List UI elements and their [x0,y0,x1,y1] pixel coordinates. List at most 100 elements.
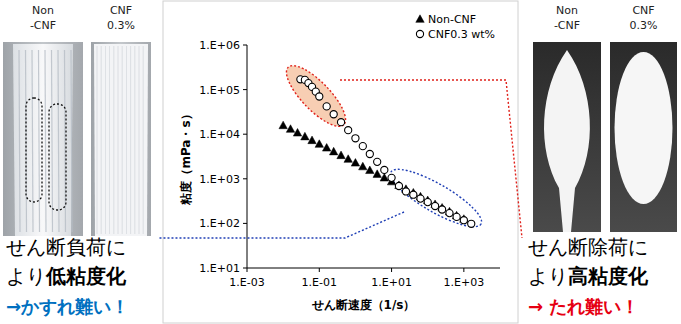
data-point [366,166,374,174]
connector-low [158,212,404,238]
caption-line: せん断負荷に [6,235,126,259]
chart-panel [163,1,518,323]
highlight [26,98,42,202]
caption-emphasis: 低粘度化 [45,264,127,288]
data-point [286,125,294,133]
y-tick-label: 1.E+06 [199,39,240,52]
y-tick-label: 1.E+03 [199,173,240,186]
x-tick [391,268,392,272]
streak [32,50,33,232]
x-tick-label: 1.E-03 [229,276,264,289]
data-point [351,159,359,167]
data-point [373,170,381,178]
streak [122,46,123,234]
series [279,121,468,222]
streak [101,46,102,234]
y-tick-label: 1.E+05 [199,84,240,97]
data-point [453,213,460,220]
data-point [380,173,388,181]
data-point [315,140,323,148]
data-point [344,155,352,163]
data-point [417,195,424,202]
streak [113,46,114,234]
streak [126,46,127,234]
data-point [431,202,438,209]
streak [130,46,131,234]
data-point [388,174,395,181]
data-point [438,206,445,213]
x-tick [247,268,248,272]
caption-conclusion: →かすれ難い！ [6,296,129,317]
paint-drop [615,52,673,204]
y-tick-label: 1.E+02 [199,217,240,230]
streak [118,46,119,234]
x-axis-label: せん断速度（1/s） [311,298,416,312]
photo [91,42,151,236]
y-tick [243,134,247,135]
data-point [322,144,330,152]
photo-label: 0.3% [630,19,658,32]
data-point [460,217,467,224]
streak [58,50,59,232]
streak [45,50,46,232]
data-point [395,182,402,189]
data-point [381,166,388,173]
streak [134,46,135,234]
streak [105,46,106,234]
data-point [402,188,409,195]
data-point [424,199,431,206]
y-tick [243,223,247,224]
y-tick [243,89,247,90]
photo [610,42,677,232]
data-point [352,135,359,142]
data-point [345,127,352,134]
photo-label: -CNF [554,19,580,32]
streak [26,50,27,232]
data-point [308,136,316,144]
photo-label: CNF [110,4,132,17]
film [13,44,73,236]
data-point [446,210,453,217]
photo-label: Non [556,4,578,17]
plot-area [279,76,475,228]
y-tick-label: 1.E+01 [199,262,240,275]
caption-line: より高粘度化 [528,264,649,288]
x-tick-label: 1.E-01 [302,276,337,289]
legend: Non-CNFCNF0.3 wt% [416,13,495,41]
data-point [468,220,475,227]
streak [143,46,144,234]
data-point [337,119,344,126]
caption-line: より低粘度化 [6,264,127,288]
data-point [374,158,381,165]
highlight-low [384,160,488,236]
photo [533,42,601,232]
caption-text: より [6,264,46,288]
data-point [359,162,367,170]
x-tick [463,268,464,272]
annotations [158,58,522,238]
x-tick [319,268,320,272]
photo [3,42,83,236]
highlight-high [278,58,354,135]
streak [97,46,98,234]
figure: Non-CNFCNF0.3%Non-CNFCNF0.3%1.E-031.E-01… [0,0,681,324]
legend-label: Non-CNF [428,13,476,26]
photo-label: Non [32,4,54,17]
data-point [279,121,287,129]
caption-emphasis: 高粘度化 [568,264,649,288]
data-point [359,143,366,150]
y-tick [243,178,247,179]
y-axis [247,45,248,268]
streak [39,50,40,232]
legend-marker [416,15,424,23]
x-tick-label: 1.E+01 [371,276,412,289]
data-point [301,132,309,140]
caption-text: より [528,264,568,288]
connector-high [340,80,522,238]
streak [52,50,53,232]
streak [19,50,20,232]
photo-label: 0.3% [107,19,135,32]
highlight [49,104,66,210]
data-point [366,150,373,157]
data-point [293,129,301,137]
